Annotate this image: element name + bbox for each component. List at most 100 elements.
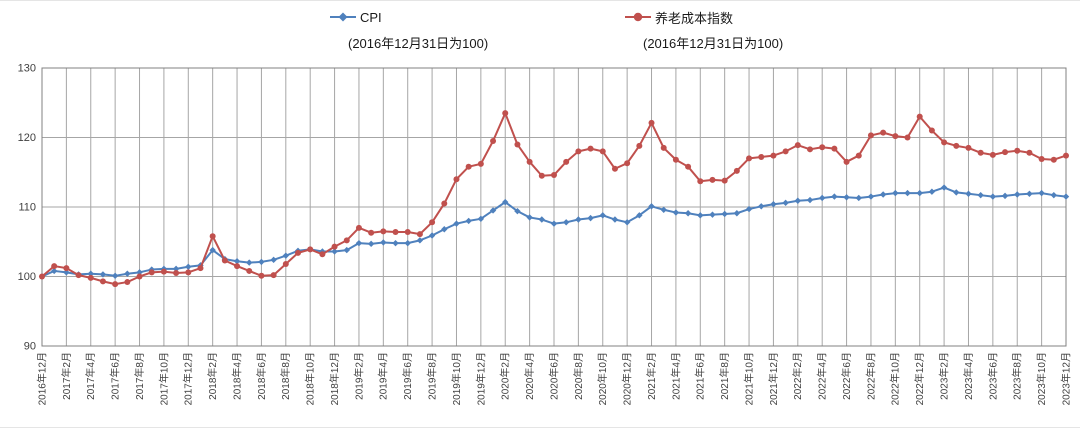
x-tick-label: 2017年4月 [84, 352, 97, 400]
pension-point-marker [746, 155, 753, 162]
pension-point-marker [124, 279, 131, 286]
cpi-point-marker [209, 246, 216, 254]
legend-item-pension: 养老成本指数 (2016年12月31日为100) [625, 7, 783, 52]
pension-point-marker [160, 268, 167, 275]
pension-point-marker [99, 278, 106, 285]
cpi-point-marker [660, 206, 667, 213]
pension-point-marker [928, 127, 935, 134]
pension-point-marker [1026, 149, 1033, 156]
cpi-point-marker [477, 215, 485, 223]
pension-point-marker [770, 152, 777, 159]
pension-point-marker [648, 119, 655, 126]
plot-border [41, 67, 1067, 347]
pension-point-marker [855, 152, 862, 159]
x-tick-label: 2023年8月 [1011, 352, 1024, 400]
pension-point-marker [880, 129, 887, 136]
cpi-point-marker [111, 272, 119, 280]
cpi-point-marker [684, 210, 692, 217]
y-tick-label: 90 [24, 341, 36, 353]
pension-point-marker [977, 149, 984, 156]
pension-point-marker [989, 151, 996, 158]
cpi-point-marker [636, 212, 643, 219]
cpi-point-marker [246, 259, 253, 266]
x-tick-label: 2020年4月 [523, 352, 536, 400]
cpi-point-marker [380, 239, 387, 246]
cpi-point-marker [599, 212, 606, 219]
pension-point-marker [148, 269, 155, 276]
pension-point-marker [197, 265, 204, 272]
cpi-point-marker [953, 189, 960, 196]
pension-point-marker [246, 267, 253, 274]
cpi-point-marker [843, 194, 850, 201]
cpi-point-marker [867, 193, 875, 200]
cpi-point-marker [1038, 189, 1045, 197]
x-tick-label: 2020年6月 [547, 352, 560, 400]
pension-point-marker [1002, 149, 1009, 156]
cpi-point-marker [136, 269, 143, 276]
cpi-point-marker [550, 220, 558, 227]
x-tick-label: 2019年10月 [450, 352, 463, 405]
pension-point-marker [733, 167, 740, 174]
cpi-point-marker [916, 189, 923, 197]
pension-point-marker [916, 113, 923, 120]
pension-point-marker [490, 137, 497, 144]
x-tick-label: 2017年10月 [157, 352, 170, 405]
x-tick-label: 2022年8月 [864, 352, 877, 400]
pension-point-marker [355, 224, 362, 231]
x-tick-label: 2021年8月 [718, 352, 731, 400]
x-tick-label: 2020年2月 [499, 352, 512, 400]
pension-point-marker [258, 272, 265, 279]
pension-point-marker [758, 153, 765, 160]
legend-item-cpi: CPI (2016年12月31日为100) [330, 7, 488, 52]
cpi-point-marker [282, 252, 290, 259]
x-tick-label: 2023年6月 [986, 352, 999, 400]
pension-point-marker [587, 145, 594, 152]
pension-point-marker [87, 274, 94, 281]
x-tick-label: 2019年6月 [401, 352, 414, 400]
x-tick-label: 2021年4月 [669, 352, 682, 400]
x-tick-label: 2019年4月 [377, 352, 390, 400]
cpi-point-marker [831, 193, 838, 200]
pension-point-marker [209, 233, 216, 240]
pension-point-marker [624, 160, 631, 167]
cpi-point-marker [538, 216, 546, 223]
pension-point-marker [551, 172, 557, 179]
pension-point-marker [270, 272, 277, 279]
x-tick-label: 2020年12月 [621, 352, 634, 405]
x-tick-label: 2022年12月 [913, 352, 926, 405]
pension-point-marker [380, 228, 387, 235]
cpi-point-marker [367, 240, 375, 248]
pension-point-marker [343, 237, 350, 244]
pension-point-marker [63, 265, 70, 272]
cpi-point-marker [587, 214, 594, 222]
pension-point-marker [867, 132, 874, 139]
legend-pension-row: 养老成本指数 [625, 7, 783, 27]
pension-point-marker [721, 177, 728, 184]
pension-point-marker [319, 251, 326, 258]
y-tick-label: 110 [18, 202, 36, 214]
x-tick-label: 2020年10月 [596, 352, 609, 405]
x-tick-label: 2018年10月 [304, 352, 317, 405]
pension-point-marker [611, 165, 618, 172]
pension-point-marker [368, 229, 375, 236]
pension-point-marker [965, 144, 972, 151]
pension-point-marker [392, 229, 399, 236]
pension-point-marker [307, 246, 314, 253]
y-tick-label: 130 [18, 63, 36, 75]
x-axis-labels: 2016年12月 2017年2月 2017年4月 2017年6月 2017年8月 2017… [35, 352, 1072, 405]
pension-point-marker [514, 141, 521, 148]
cpi-point-marker [806, 196, 814, 204]
x-tick-label: 2017年8月 [133, 352, 146, 400]
cpi-point-marker [745, 205, 753, 213]
cpi-point-marker [416, 237, 424, 244]
cpi-point-marker [782, 199, 789, 207]
pension-point-marker [51, 263, 58, 270]
cpi-point-marker [977, 191, 984, 199]
pension-point-marker [794, 142, 801, 149]
x-tick-label: 2019年12月 [474, 352, 487, 405]
cpi-point-marker [758, 203, 765, 210]
cpi-point-marker [63, 269, 70, 276]
pension-point-marker [112, 281, 119, 288]
cpi-point-marker [623, 219, 631, 226]
